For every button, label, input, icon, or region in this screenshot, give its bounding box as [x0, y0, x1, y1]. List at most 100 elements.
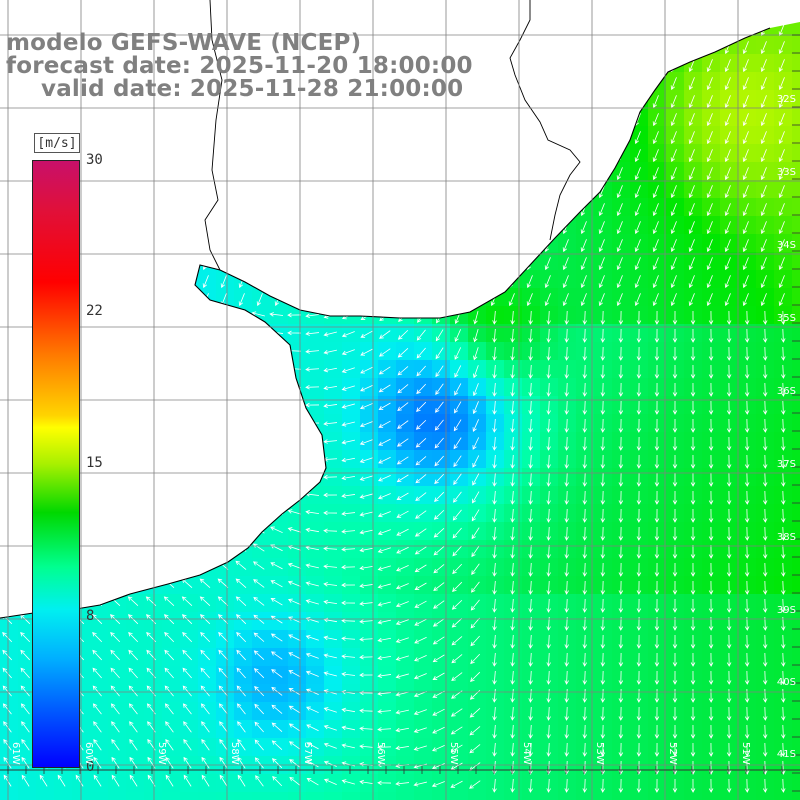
wind-arrow [218, 667, 228, 679]
wind-arrow [690, 544, 696, 559]
wind-arrow [414, 582, 427, 590]
wind-arrow [672, 436, 678, 451]
wind-arrow [690, 400, 696, 415]
wind-arrow [618, 400, 624, 415]
wind-arrow [396, 474, 409, 483]
wind-arrow [546, 724, 551, 739]
wind-speed-cell [792, 198, 800, 217]
wind-arrow [724, 221, 731, 235]
wind-arrow [492, 472, 497, 487]
wind-arrow [432, 636, 445, 645]
wind-arrow [780, 472, 786, 487]
wind-arrow [744, 328, 750, 343]
wind-arrow [636, 778, 642, 793]
wind-arrow [690, 670, 696, 685]
wind-speed-cell [180, 792, 199, 800]
wind-arrow [305, 509, 320, 515]
wind-arrow [744, 688, 750, 703]
wind-arrow [690, 364, 696, 379]
wind-arrow [672, 526, 678, 541]
wind-arrow [201, 738, 210, 751]
wind-arrow [778, 239, 785, 253]
wind-arrow [778, 41, 785, 55]
wind-arrow [708, 688, 714, 703]
wind-arrow [654, 544, 660, 559]
wind-arrow [306, 724, 319, 732]
wind-arrow [600, 670, 606, 685]
wind-arrow [582, 364, 588, 379]
wind-arrow [760, 41, 767, 55]
wind-arrow [780, 436, 786, 451]
wind-arrow [634, 185, 641, 199]
wind-arrow [688, 203, 695, 217]
wind-arrow [528, 400, 533, 415]
wind-arrow [471, 527, 480, 540]
wind-arrow [724, 149, 731, 163]
wind-arrow [654, 436, 660, 451]
wind-arrow [564, 454, 569, 469]
wind-arrow [582, 724, 588, 739]
wind-arrow [395, 637, 409, 643]
wind-arrow [528, 670, 533, 685]
wind-arrow [744, 346, 750, 361]
wind-arrow [323, 760, 337, 767]
wind-arrow [377, 709, 392, 714]
wind-arrow [93, 721, 102, 733]
wind-arrow [634, 131, 641, 145]
wind-arrow [471, 509, 480, 522]
wind-arrow [306, 706, 319, 714]
wind-arrow [724, 185, 731, 199]
wind-arrow [341, 725, 355, 731]
wind-speed-cell [18, 792, 37, 800]
border-line [204, 0, 223, 271]
wind-arrow [780, 382, 786, 397]
wind-arrow [2, 703, 12, 715]
wind-arrow [164, 685, 174, 697]
wind-arrow [708, 490, 714, 505]
wind-arrow [690, 490, 696, 505]
wind-speed-cell [36, 792, 55, 800]
wind-arrow [636, 526, 642, 541]
wind-speed-cell [792, 648, 800, 667]
wind-arrow [470, 653, 481, 665]
wind-arrow [21, 738, 30, 751]
wind-arrow [323, 725, 337, 731]
wind-speed-cell [792, 396, 800, 415]
wind-arrow [708, 310, 714, 325]
wind-arrow [636, 400, 642, 415]
wind-arrow [600, 598, 606, 613]
wind-arrow [510, 670, 515, 685]
wind-arrow [415, 510, 427, 519]
wind-arrow [452, 563, 463, 575]
wind-arrow [600, 634, 606, 649]
wind-arrow [690, 454, 696, 469]
wind-speed-cell [432, 792, 451, 800]
wind-arrow [742, 275, 749, 289]
wind-arrow [415, 492, 427, 502]
wind-speed-cell [0, 792, 19, 800]
wind-arrow [778, 293, 785, 307]
wind-arrow [183, 756, 192, 769]
wind-arrow [129, 774, 138, 787]
wind-arrow [256, 293, 263, 307]
wind-speed-cell [396, 792, 415, 800]
wind-arrow [93, 756, 102, 769]
wind-arrow [378, 366, 391, 375]
wind-arrow [618, 688, 624, 703]
wind-arrow [492, 436, 497, 451]
wind-arrow [359, 690, 374, 696]
wind-arrow [395, 655, 409, 661]
wind-arrow [217, 596, 229, 607]
wind-speed-cell [612, 792, 631, 800]
wind-arrow [253, 650, 265, 661]
wind-arrow [582, 778, 588, 793]
wind-arrow [528, 508, 533, 523]
wind-arrow [760, 59, 767, 73]
wind-arrow [672, 742, 678, 757]
wind-arrow [672, 598, 678, 613]
wind-arrow [492, 364, 497, 379]
wind-arrow [165, 738, 174, 751]
wind-arrow [544, 293, 551, 307]
wind-speed-cell [792, 90, 800, 109]
wind-arrow [742, 239, 749, 253]
